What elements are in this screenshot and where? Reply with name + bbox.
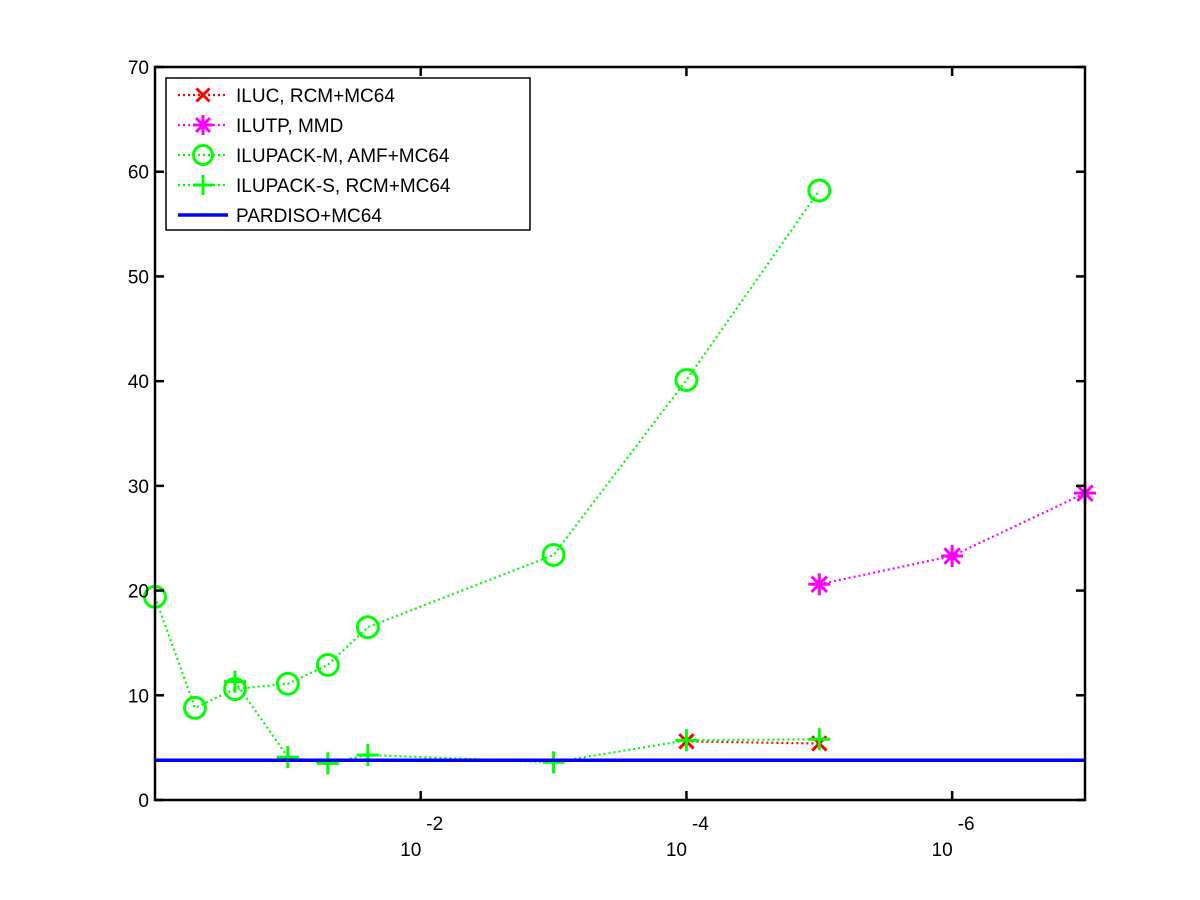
legend-item: ILUTP, MMD <box>178 115 343 137</box>
marker-circle <box>807 178 832 203</box>
marker-asterisk <box>941 545 964 568</box>
marker-stroke <box>674 368 699 393</box>
marker-stroke <box>541 543 566 567</box>
x-tick-base: 10 <box>400 840 421 861</box>
marker-circle <box>275 671 300 696</box>
legend: ILUC, RCM+MC64 ILUTP, MMD ILUPACK-M, AMF+M… <box>165 77 531 231</box>
marker-stroke <box>315 652 340 677</box>
marker-circle <box>674 368 699 393</box>
legend-label: ILUPACK-S, RCM+MC64 <box>236 176 451 197</box>
y-tick-label: 60 <box>128 163 149 184</box>
marker-circle <box>541 543 566 567</box>
y-tick-label: 50 <box>128 267 149 288</box>
x-tick-exponent: -2 <box>426 814 443 835</box>
y-tick-label: 30 <box>128 477 149 498</box>
marker-circle <box>192 144 214 166</box>
series-3 <box>223 670 831 775</box>
marker-plus <box>808 728 831 751</box>
marker-circle <box>183 695 207 720</box>
series-line <box>686 740 820 745</box>
marker-plus <box>542 751 565 774</box>
marker-plus <box>356 743 379 766</box>
legend-label: ILUPACK-M, AMF+MC64 <box>236 146 450 167</box>
legend-item: ILUPACK-S, RCM+MC64 <box>178 175 451 197</box>
legend-item: PARDISO+MC64 <box>178 206 382 227</box>
marker-asterisk <box>193 115 213 135</box>
x-tick-exponent: -6 <box>958 814 975 835</box>
legend-item: ILUPACK-M, AMF+MC64 <box>178 144 450 167</box>
marker-plus <box>675 729 698 752</box>
series-line <box>153 189 821 710</box>
marker-asterisk <box>808 573 831 596</box>
legend-box <box>165 77 531 231</box>
marker-x <box>195 87 211 103</box>
plot-series <box>143 178 1096 775</box>
marker-plus <box>316 752 339 775</box>
marker-plus <box>223 670 246 693</box>
marker-plus <box>276 746 299 769</box>
marker-circle <box>355 615 380 640</box>
legend-label: PARDISO+MC64 <box>236 206 382 227</box>
marker-stroke <box>355 615 380 640</box>
marker-stroke <box>275 671 300 696</box>
legend-label: ILUTP, MMD <box>236 116 343 137</box>
marker-plus <box>193 175 213 195</box>
x-tick-base: 10 <box>666 840 687 861</box>
marker-stroke <box>943 547 961 565</box>
marker-stroke <box>194 116 212 134</box>
y-tick-label: 20 <box>128 582 149 603</box>
y-tick-label: 40 <box>128 372 149 393</box>
marker-stroke <box>183 695 207 720</box>
marker-stroke <box>807 178 832 203</box>
x-tick-exponent: -4 <box>692 814 709 835</box>
legend-item: ILUC, RCM+MC64 <box>178 86 395 107</box>
marker-stroke <box>810 575 829 594</box>
y-tick-label: 70 <box>128 58 149 79</box>
marker-stroke <box>195 87 211 103</box>
legend-label: ILUC, RCM+MC64 <box>236 86 395 107</box>
marker-stroke <box>192 144 214 166</box>
y-tick-label: 0 <box>138 791 149 812</box>
plot-frame <box>153 65 1087 802</box>
x-tick-base: 10 <box>932 840 953 861</box>
marker-circle <box>315 652 340 677</box>
y-tick-label: 10 <box>128 686 149 707</box>
